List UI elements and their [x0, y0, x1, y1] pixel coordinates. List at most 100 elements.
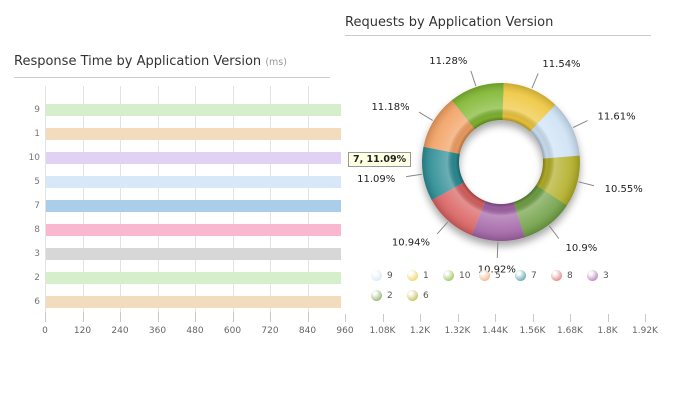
legend-label: 8 — [567, 270, 573, 281]
donut-tooltip: 7, 11.09% — [348, 152, 412, 167]
bar-chart-tick — [307, 312, 309, 322]
legend-label: 7 — [531, 270, 537, 281]
bar-chart-unit-label: (ms) — [265, 57, 287, 68]
bar-version-8[interactable] — [46, 224, 341, 236]
bar-chart-gridline — [82, 86, 84, 312]
legend-item-8[interactable]: 8 — [551, 267, 587, 284]
bar-chart-axis-label: 1.68K — [557, 326, 583, 336]
donut-label-leader — [470, 70, 477, 87]
bar-chart-tick — [345, 312, 346, 322]
bar-chart-axis-label: 120 — [73, 326, 92, 336]
bar-chart-tick — [532, 312, 534, 322]
donut-chart-title-divider — [345, 35, 651, 36]
donut-label-leader — [418, 111, 433, 121]
bar-chart-axis-label: 1.08K — [369, 326, 396, 336]
bar-chart-axis-label: 0 — [42, 326, 48, 336]
donut-percent-label-10: 11.28% — [429, 56, 467, 67]
donut-percent-label-3: 10.92% — [478, 264, 516, 275]
bar-chart-category-label: 9 — [34, 105, 40, 115]
bar-chart-category-label: 1 — [34, 129, 40, 139]
bar-chart-axis-label: 840 — [298, 326, 317, 336]
bar-chart-axis-label: 1.44K — [482, 326, 508, 336]
donut-label-leader — [572, 120, 588, 128]
legend-label: 6 — [423, 290, 429, 301]
donut-percent-label-2: 10.9% — [565, 243, 597, 254]
legend-label: 5 — [495, 270, 501, 281]
donut-percent-label-5: 11.18% — [371, 102, 409, 113]
donut-percent-label-7: 11.09% — [357, 174, 395, 185]
bar-chart-axis-label: 1.8K — [597, 326, 618, 336]
bar-chart-tick — [420, 312, 421, 322]
bar-chart-tick — [45, 312, 46, 322]
legend-item-6[interactable]: 6 — [407, 287, 443, 304]
donut-percent-label-6: 10.55% — [605, 184, 643, 195]
bar-version-6[interactable] — [46, 296, 341, 308]
bar-chart-axis-label: 1.92K — [632, 326, 658, 336]
bar-chart-tick — [120, 312, 121, 322]
legend-ball-icon — [515, 270, 526, 281]
bar-chart-axis-label: 1.56K — [519, 326, 546, 336]
bar-version-5[interactable] — [46, 176, 341, 188]
donut-percent-label-1: 11.54% — [542, 59, 580, 70]
bar-chart-category-label: 7 — [34, 201, 40, 211]
requests-chart: Requests by Application Version 11.28% 11… — [343, 0, 677, 314]
bar-chart-axis-label: 480 — [186, 326, 204, 336]
bar-chart-tick — [570, 312, 571, 322]
bar-chart-category-label: 8 — [34, 225, 40, 235]
legend-label: 2 — [387, 290, 393, 301]
bar-chart-category-label: 3 — [34, 249, 40, 259]
donut-label-leader — [578, 181, 595, 187]
bar-version-3[interactable] — [46, 248, 341, 260]
bar-version-9[interactable] — [46, 104, 341, 116]
donut-label-leader — [548, 225, 560, 239]
donut-legend: 9 1 10 5 7 8 3 2 6 — [371, 267, 647, 304]
legend-label: 3 — [603, 270, 609, 281]
legend-item-10[interactable]: 10 — [443, 267, 479, 284]
donut-label-leader — [496, 241, 499, 258]
bar-version-10[interactable] — [46, 152, 341, 164]
legend-item-7[interactable]: 7 — [515, 267, 551, 284]
bar-chart-tick — [82, 312, 84, 322]
bar-chart-gridline — [270, 86, 271, 312]
donut-label-leader — [436, 221, 449, 235]
bar-chart-category-label: 5 — [34, 177, 40, 187]
bar-chart-axis-label: 360 — [148, 326, 167, 336]
bar-chart-gridline — [157, 86, 159, 312]
bar-chart-category-label: 10 — [28, 153, 40, 163]
legend-item-5[interactable]: 5 — [479, 267, 515, 284]
bar-chart-gridline — [195, 86, 196, 312]
bar-chart-gridline — [120, 86, 121, 312]
bar-chart-title-text: Response Time by Application Version — [14, 54, 262, 69]
bar-chart-gridline — [307, 86, 309, 312]
donut-label-leader — [406, 173, 423, 178]
legend-ball-icon — [371, 270, 382, 281]
donut-chart-title: Requests by Application Version — [345, 15, 554, 30]
bar-chart-axis-label: 960 — [336, 326, 354, 336]
legend-ball-icon — [587, 270, 598, 281]
bar-chart-tick — [607, 312, 609, 322]
bar-chart-category-label: 6 — [34, 297, 40, 307]
legend-item-9[interactable]: 9 — [371, 267, 407, 284]
bar-chart-tick — [195, 312, 196, 322]
bar-chart-gridline — [232, 86, 234, 312]
donut-percent-label-8: 10.94% — [392, 238, 430, 249]
bar-version-7[interactable] — [46, 200, 341, 212]
legend-item-1[interactable]: 1 — [407, 267, 443, 284]
bar-chart-tick — [457, 312, 459, 322]
legend-item-2[interactable]: 2 — [371, 287, 407, 304]
bar-chart-tick — [645, 312, 646, 322]
donut-label-leader — [531, 73, 539, 89]
legend-ball-icon — [443, 270, 454, 281]
bar-chart-axis-label: 1.2K — [409, 326, 431, 336]
bar-chart-title: Response Time by Application Version (ms… — [14, 54, 287, 69]
bar-chart-tick — [232, 312, 234, 322]
bar-chart-category-label: 2 — [34, 273, 40, 283]
bar-chart-tick — [270, 312, 271, 322]
bar-chart-title-divider — [14, 77, 330, 78]
legend-ball-icon — [371, 290, 382, 301]
legend-item-3[interactable]: 3 — [587, 267, 623, 284]
bar-version-1[interactable] — [46, 128, 341, 140]
bar-version-2[interactable] — [46, 272, 341, 284]
legend-ball-icon — [551, 270, 562, 281]
